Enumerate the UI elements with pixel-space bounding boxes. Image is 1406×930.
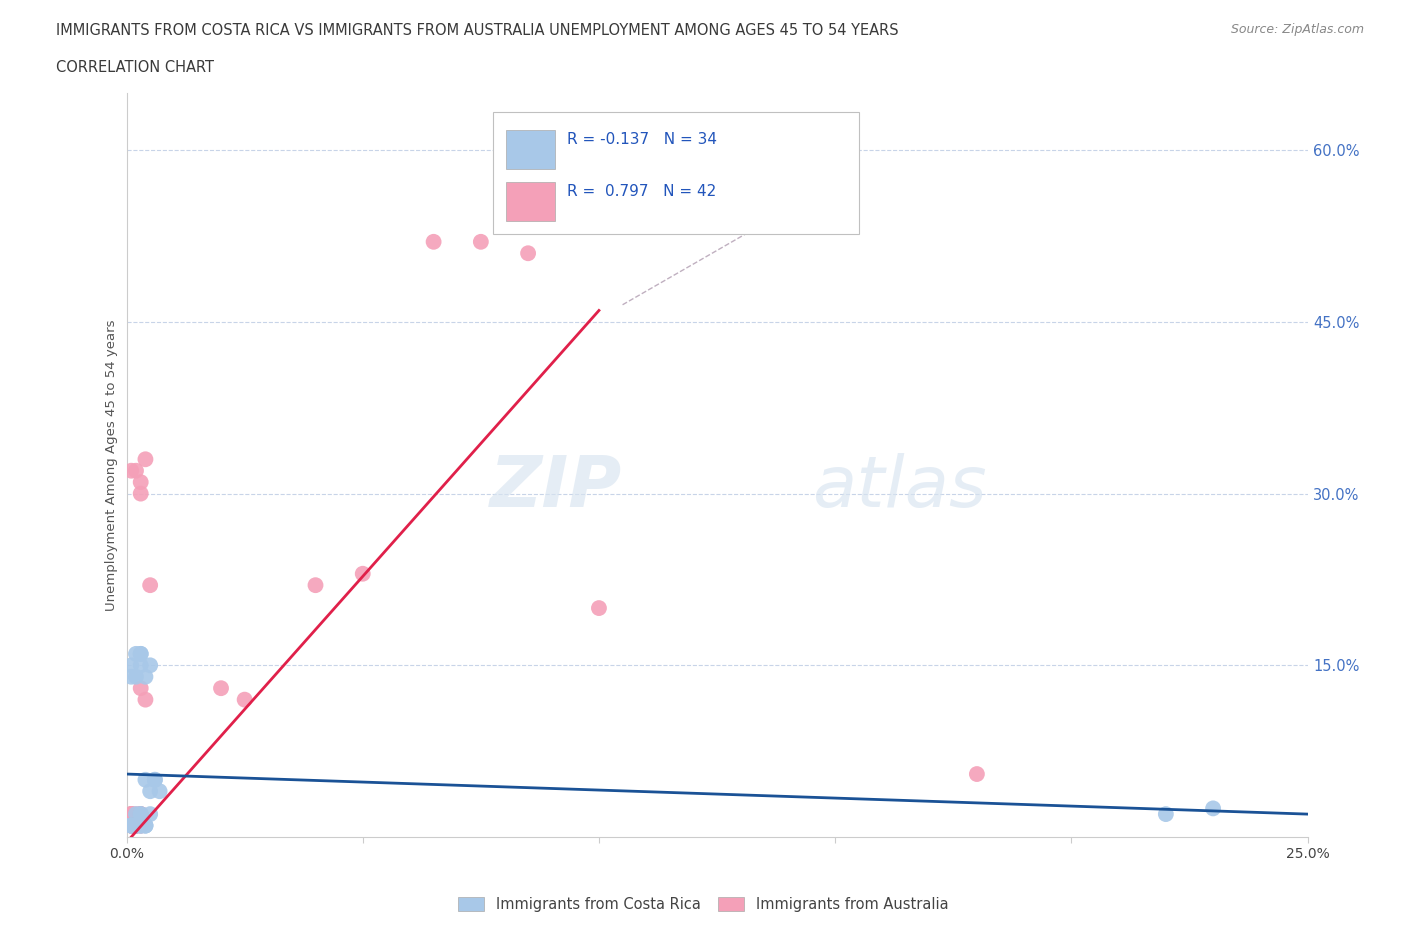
Point: [134, 452, 156, 467]
Point: [966, 766, 988, 781]
Point: [304, 578, 326, 592]
Point: [129, 646, 152, 661]
Point: [134, 692, 156, 707]
Point: [120, 818, 142, 833]
Point: [209, 681, 232, 696]
Point: [588, 601, 610, 616]
Point: [125, 818, 148, 833]
Point: [129, 658, 152, 672]
Point: [125, 670, 148, 684]
Point: [129, 818, 152, 833]
Point: [143, 772, 166, 787]
Legend: Immigrants from Costa Rica, Immigrants from Australia: Immigrants from Costa Rica, Immigrants f…: [451, 891, 955, 918]
Point: [517, 246, 540, 260]
Point: [125, 818, 148, 833]
Point: [125, 818, 148, 833]
Point: [120, 818, 142, 833]
Point: [125, 818, 148, 833]
Y-axis label: Unemployment Among Ages 45 to 54 years: Unemployment Among Ages 45 to 54 years: [105, 319, 118, 611]
Point: [129, 474, 152, 489]
Point: [125, 818, 148, 833]
Point: [134, 772, 156, 787]
Point: [125, 818, 148, 833]
Point: [134, 818, 156, 833]
FancyBboxPatch shape: [506, 130, 555, 168]
Point: [125, 818, 148, 833]
Point: [129, 818, 152, 833]
Point: [120, 818, 142, 833]
Text: Source: ZipAtlas.com: Source: ZipAtlas.com: [1230, 23, 1364, 36]
Point: [129, 486, 152, 501]
Point: [233, 692, 256, 707]
Point: [125, 646, 148, 661]
Text: R =  0.797   N = 42: R = 0.797 N = 42: [567, 184, 716, 199]
Point: [149, 784, 172, 799]
Point: [129, 646, 152, 661]
Point: [120, 818, 142, 833]
Point: [1154, 806, 1177, 821]
Point: [120, 806, 142, 821]
Point: [125, 818, 148, 833]
Point: [120, 463, 142, 478]
Point: [125, 806, 148, 821]
Point: [125, 818, 148, 833]
Point: [143, 772, 166, 787]
Point: [129, 806, 152, 821]
Point: [139, 784, 162, 799]
Text: R = -0.137   N = 34: R = -0.137 N = 34: [567, 132, 717, 147]
Point: [120, 818, 142, 833]
Point: [134, 670, 156, 684]
Point: [125, 818, 148, 833]
Point: [129, 806, 152, 821]
Text: CORRELATION CHART: CORRELATION CHART: [56, 60, 214, 75]
Point: [120, 818, 142, 833]
Point: [120, 806, 142, 821]
Point: [129, 818, 152, 833]
Text: IMMIGRANTS FROM COSTA RICA VS IMMIGRANTS FROM AUSTRALIA UNEMPLOYMENT AMONG AGES : IMMIGRANTS FROM COSTA RICA VS IMMIGRANTS…: [56, 23, 898, 38]
Point: [129, 818, 152, 833]
Point: [120, 658, 142, 672]
Point: [139, 658, 162, 672]
Point: [134, 818, 156, 833]
Point: [422, 234, 444, 249]
Point: [120, 818, 142, 833]
Point: [129, 818, 152, 833]
Point: [120, 818, 142, 833]
Point: [129, 806, 152, 821]
Point: [129, 681, 152, 696]
Point: [120, 806, 142, 821]
Point: [125, 818, 148, 833]
Point: [125, 806, 148, 821]
Point: [120, 806, 142, 821]
Point: [120, 818, 142, 833]
Point: [139, 578, 162, 592]
Point: [129, 806, 152, 821]
Point: [1202, 801, 1225, 816]
Point: [125, 463, 148, 478]
Point: [120, 670, 142, 684]
Point: [134, 818, 156, 833]
Text: ZIP: ZIP: [491, 453, 623, 522]
FancyBboxPatch shape: [492, 112, 859, 234]
Point: [139, 806, 162, 821]
FancyBboxPatch shape: [506, 182, 555, 220]
Point: [470, 234, 492, 249]
Point: [129, 806, 152, 821]
Point: [125, 818, 148, 833]
Point: [120, 806, 142, 821]
Point: [352, 566, 374, 581]
Text: atlas: atlas: [811, 453, 986, 522]
Point: [125, 818, 148, 833]
